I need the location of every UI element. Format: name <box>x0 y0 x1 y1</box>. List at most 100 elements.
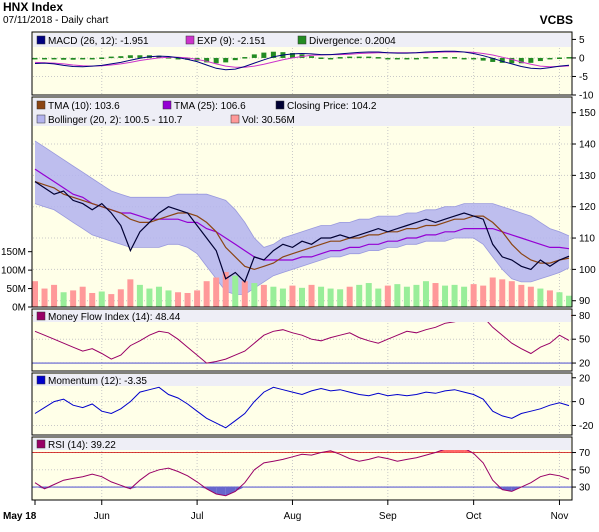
tma10-legend-icon <box>36 100 46 110</box>
divergence-bar <box>518 57 524 64</box>
price-panel-frame <box>31 96 573 308</box>
price-axis-tick-label: 150 <box>579 108 596 119</box>
momentum-legend-icon <box>36 375 46 385</box>
rsi-oversold-fill <box>502 487 512 492</box>
volume-bar <box>508 281 515 307</box>
momentum-panel-frame <box>31 372 573 436</box>
divergence-bar <box>166 57 171 59</box>
legend-label: TMA (25): 106.6 <box>174 101 246 112</box>
volume-bar <box>184 292 191 307</box>
divergence-legend-icon <box>297 35 307 45</box>
divergence-bar <box>242 57 248 59</box>
macd-axis-tick-label: -10 <box>579 91 594 102</box>
volume-bar <box>279 288 286 307</box>
macd-axis-tick-label: 5 <box>579 35 585 46</box>
volume-bar <box>518 284 525 307</box>
legend-label: Vol: 30.56M <box>242 115 295 126</box>
legend-label: TMA (10): 103.6 <box>48 101 120 112</box>
price-legend-band <box>33 98 571 126</box>
x-axis-label: Jun <box>94 511 110 522</box>
volume-bar <box>432 283 439 307</box>
divergence-bar <box>99 57 105 59</box>
momentum-axis-tick-label: -20 <box>579 421 594 432</box>
macd-line <box>34 50 570 71</box>
rsi-oversold-fill <box>216 487 226 496</box>
volume-bar <box>232 275 239 307</box>
volume-bar <box>299 287 305 307</box>
volume-bar <box>98 291 105 307</box>
volume-bar <box>241 281 248 307</box>
divergence-bar <box>375 57 381 59</box>
volume-bar <box>194 290 201 307</box>
volume-bar <box>203 281 210 307</box>
price-axis-tick-label: 90 <box>579 296 591 307</box>
volume-bar <box>146 288 153 307</box>
divergence-bar <box>61 57 67 60</box>
volume-bar <box>117 289 124 307</box>
divergence-bar <box>461 57 467 60</box>
divergence-bar <box>328 57 334 60</box>
divergence-bar <box>385 57 391 60</box>
volume-bar <box>566 295 572 307</box>
divergence-bar <box>499 57 505 63</box>
volume-bar <box>556 292 563 307</box>
divergence-bar <box>347 56 353 59</box>
divergence-bar <box>490 57 496 62</box>
divergence-bar <box>442 57 448 59</box>
legend-label: Bollinger (20, 2): 100.5 - 110.7 <box>48 115 183 126</box>
price-axis-tick-label: 140 <box>579 140 596 151</box>
mfi-axis-tick-label: 50 <box>579 335 591 346</box>
volume-bar <box>155 286 162 307</box>
macd-panel-frame <box>31 31 573 96</box>
rsi-oversold-fill <box>130 487 140 489</box>
volume-bar <box>79 286 86 307</box>
volume-tick-label: 150M <box>1 247 26 258</box>
volume-bar <box>318 286 325 307</box>
divergence-bar <box>261 52 267 58</box>
x-axis-label: Sep <box>379 511 397 522</box>
rsi-panel-frame <box>31 436 573 501</box>
volume-bar <box>60 292 67 307</box>
close-legend-icon <box>275 100 285 110</box>
volume-bar <box>89 292 96 307</box>
mfi-axis-tick-label: 80 <box>579 311 591 322</box>
price-axis-tick-label: 130 <box>579 171 596 182</box>
volume-bar <box>327 288 334 307</box>
volume-bar <box>175 292 182 307</box>
divergence-bar <box>223 57 229 63</box>
divergence-bar <box>80 57 86 60</box>
divergence-bar <box>213 57 219 64</box>
divergence-bar <box>175 57 181 60</box>
x-axis-label: Nov <box>551 511 569 522</box>
divergence-bar <box>423 57 429 59</box>
volume-tick-label: 50M <box>7 284 26 295</box>
volume-bar <box>413 284 420 307</box>
divergence-bar <box>204 57 210 63</box>
legend-label: Momentum (12): -3.35 <box>48 376 147 387</box>
signal-legend-icon <box>185 35 195 45</box>
divergence-bar <box>537 57 543 62</box>
x-axis-label: Aug <box>284 511 302 522</box>
volume-bar <box>394 284 401 307</box>
rsi-legend-icon <box>36 439 46 449</box>
divergence-bar <box>366 56 372 59</box>
divergence-bar <box>509 57 515 64</box>
volume-bar <box>451 284 458 307</box>
divergence-bar <box>251 54 257 58</box>
legend-label: RSI (14): 39.22 <box>48 440 116 451</box>
volume-bar <box>213 277 220 307</box>
mfi-panel-frame <box>31 308 573 372</box>
volume-bar <box>51 284 58 307</box>
mfi-axis-tick-label: 20 <box>579 359 591 370</box>
volume-bar <box>108 294 115 307</box>
momentum-axis-tick-label: 0 <box>579 397 585 408</box>
momentum-legend-band <box>33 374 571 386</box>
divergence-bar <box>413 57 419 60</box>
legend-label: Closing Price: 104.2 <box>287 101 377 112</box>
brand-label: VCBS <box>539 13 573 27</box>
divergence-bar <box>309 56 315 58</box>
volume-bar <box>260 284 267 307</box>
divergence-bar <box>289 53 295 58</box>
divergence-bar <box>337 57 343 59</box>
